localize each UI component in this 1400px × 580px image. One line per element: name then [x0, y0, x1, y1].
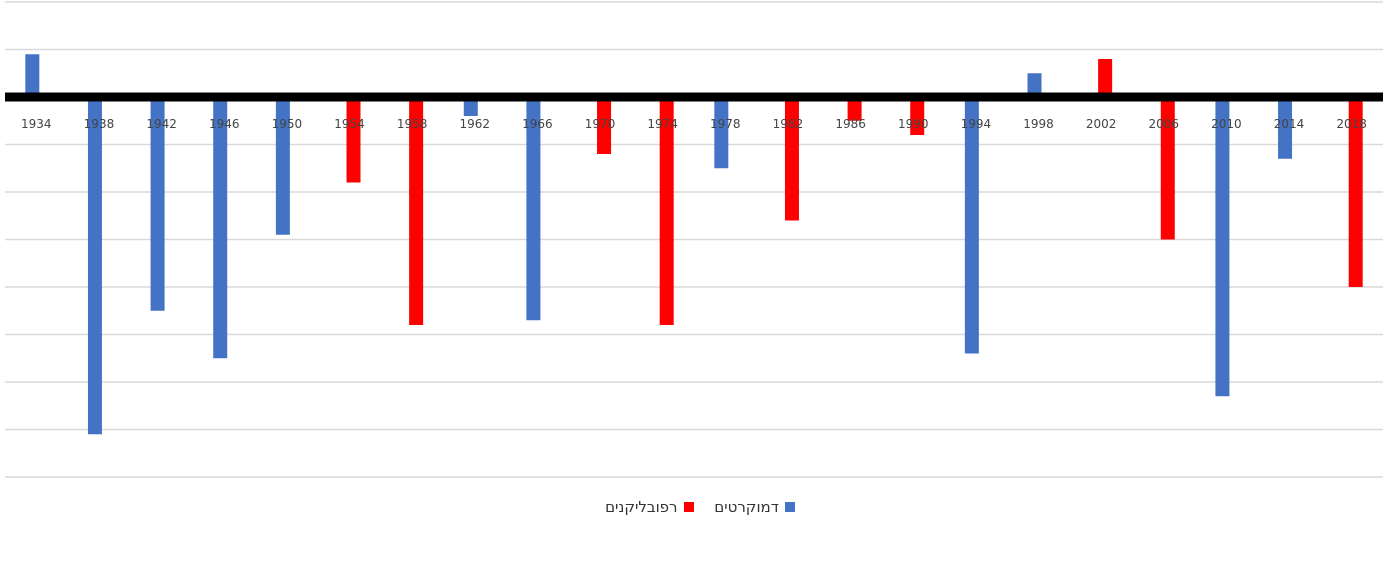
republicans-bar-1970	[597, 97, 612, 154]
legend-item-democrats: דמוקרטים	[714, 498, 795, 516]
republicans-bar-1958	[409, 97, 424, 325]
legend-label-republicans: רפובליקנים	[605, 498, 678, 516]
x-tick-label: 1934	[21, 117, 52, 131]
x-tick-label: 1962	[459, 117, 490, 131]
x-tick-label: 1974	[647, 117, 678, 131]
x-tick-label: 1966	[522, 117, 553, 131]
x-tick-label: 2018	[1336, 117, 1367, 131]
x-tick-label: 1950	[272, 117, 303, 131]
democrats-bar-1934	[25, 54, 40, 97]
republicans-bar-2006	[1160, 97, 1175, 240]
democrats-bar-1998	[1027, 73, 1042, 97]
x-tick-label: 2006	[1148, 117, 1179, 131]
legend-swatch-democrats	[784, 502, 795, 512]
democrats-bar-1942	[150, 97, 165, 311]
republicans-bar-1954	[346, 97, 361, 183]
republicans-bar-2002	[1098, 59, 1113, 97]
republicans-bar-1990	[910, 97, 925, 135]
x-tick-label: 2010	[1211, 117, 1242, 131]
x-tick-label: 1954	[334, 117, 365, 131]
democrats-bar-2010	[1215, 97, 1230, 397]
x-tick-label: 1938	[84, 117, 115, 131]
x-tick-label: 1990	[898, 117, 929, 131]
democrats-bar-1946	[213, 97, 228, 359]
democrats-bar-1966	[526, 97, 541, 321]
democrats-bar-2014	[1278, 97, 1293, 159]
x-tick-label: 1998	[1023, 117, 1054, 131]
x-tick-label: 1986	[835, 117, 866, 131]
x-tick-label: 1946	[209, 117, 240, 131]
democrats-bar-1978	[714, 97, 729, 169]
x-tick-label: 1970	[585, 117, 616, 131]
republicans-bar-1982	[784, 97, 799, 221]
legend: דמוקרטים רפובליקנים	[0, 498, 1400, 516]
democrats-bar-1938	[87, 97, 102, 435]
x-tick-label: 1942	[146, 117, 177, 131]
x-tick-label: 2002	[1086, 117, 1117, 131]
legend-item-republicans: רפובליקנים	[605, 498, 694, 516]
legend-label-democrats: דמוקרטים	[714, 498, 779, 516]
democrats-bar-1994	[964, 97, 979, 354]
republicans-bar-1986	[847, 97, 862, 121]
x-tick-label: 1982	[773, 117, 804, 131]
x-tick-label: 1958	[397, 117, 428, 131]
legend-swatch-republicans	[683, 502, 694, 512]
democrats-bar-1962	[463, 97, 478, 116]
republicans-bar-1974	[659, 97, 674, 325]
republicans-bar-2018	[1348, 97, 1363, 287]
democrats-bar-1950	[275, 97, 290, 235]
x-tick-label: 1994	[961, 117, 992, 131]
x-tick-label: 2014	[1274, 117, 1305, 131]
x-tick-label: 1978	[710, 117, 741, 131]
